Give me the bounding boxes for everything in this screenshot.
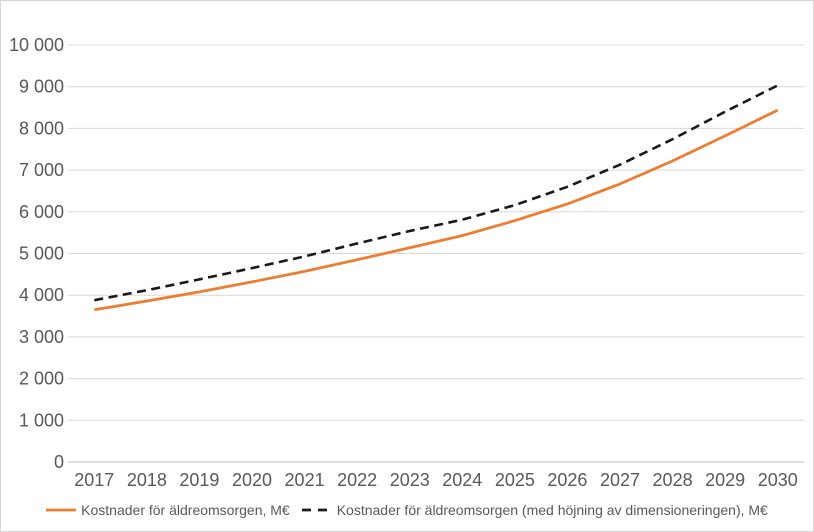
y-tick-label: 7 000 [19,160,64,180]
legend: Kostnader för äldreomsorgen, M€ Kostnade… [1,500,813,520]
x-axis-tick-labels: 2017 2018 2019 2020 2021 2022 2023 2024 2025 2026… [74,470,797,490]
y-tick-label: 3 000 [19,327,64,347]
x-tick-label: 2025 [495,470,535,490]
x-tick-label: 2019 [179,470,219,490]
series-lines [94,84,779,312]
legend-item-increased-dimensioning-costs: Kostnader för äldreomsorgen (med höjning… [301,502,768,518]
orange-solid-line-swatch-icon [46,508,77,512]
x-tick-label: 2029 [705,470,745,490]
y-axis-tick-labels: 0 1 000 2 000 3 000 4 000 5 000 6 000 7 000 8 00… [9,35,64,472]
y-tick-label: 2 000 [19,369,64,389]
y-tick-label: 1 000 [19,410,64,430]
x-tick-label: 2026 [547,470,587,490]
legend-item-base-costs: Kostnader för äldreomsorgen, M€ [46,502,290,518]
gridlines [68,44,804,463]
legend-label-increased-dimensioning-costs: Kostnader för äldreomsorgen (med höjning… [336,502,768,518]
x-tick-label: 2020 [232,470,272,490]
x-tick-label: 2022 [337,470,377,490]
y-tick-label: 0 [54,452,64,472]
y-tick-label: 4 000 [19,285,64,305]
series-increased-dimensioning-line [94,84,779,302]
x-tick-label: 2030 [758,470,798,490]
x-tick-label: 2024 [442,470,482,490]
y-tick-label: 8 000 [19,118,64,138]
x-tick-label: 2021 [285,470,325,490]
x-tick-label: 2017 [74,470,114,490]
x-tick-label: 2023 [390,470,430,490]
y-tick-label: 6 000 [19,202,64,222]
y-tick-label: 9 000 [19,77,64,97]
x-tick-label: 2027 [600,470,640,490]
x-tick-label: 2028 [653,470,693,490]
x-tick-label: 2018 [127,470,167,490]
y-tick-label: 5 000 [19,244,64,264]
legend-label-base-costs: Kostnader för äldreomsorgen, M€ [81,502,290,518]
y-tick-label: 10 000 [9,35,64,55]
series-base-costs-line [94,108,779,312]
black-dashed-line-swatch-icon [301,508,332,512]
